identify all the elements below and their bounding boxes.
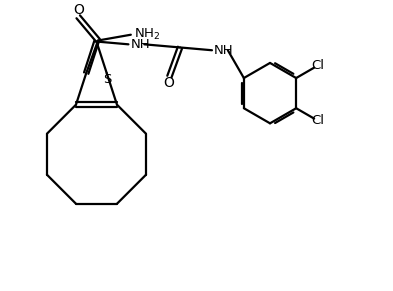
Text: O: O: [73, 3, 84, 17]
Text: O: O: [163, 76, 174, 90]
Text: NH$_2$: NH$_2$: [134, 27, 160, 42]
Text: NH: NH: [131, 38, 151, 51]
Text: NH: NH: [214, 44, 234, 57]
Text: S: S: [103, 73, 112, 86]
Text: Cl: Cl: [312, 114, 325, 127]
Text: Cl: Cl: [312, 59, 325, 72]
